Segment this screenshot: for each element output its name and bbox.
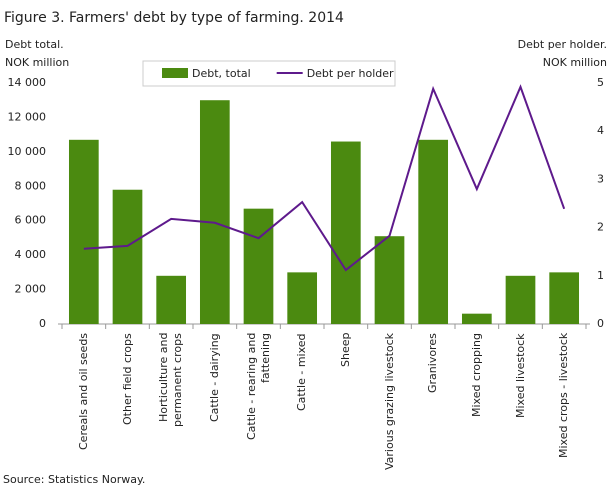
y-tick-label: 0 — [39, 317, 46, 330]
y-axis-label: NOK million — [5, 56, 69, 69]
y2-axis-label: Debt per holder. — [518, 38, 607, 51]
y-tick-label: 4 000 — [15, 248, 47, 261]
bar — [68, 139, 99, 324]
y2-tick-label: 3 — [597, 172, 604, 185]
y-tick-label: 10 000 — [8, 145, 47, 158]
x-tick-label: Other field crops — [120, 333, 134, 425]
y-tick-label: 14 000 — [8, 76, 47, 89]
x-tick-label: Mixed livestock — [513, 333, 527, 418]
x-tick-label: Horticulture and permanent crops — [157, 333, 185, 427]
y-tick-label: 2 000 — [15, 283, 47, 296]
x-tick-label: Cattle - dairying — [207, 333, 221, 422]
y2-tick-label: 0 — [597, 317, 604, 330]
x-tick-label: Various grazing livestock — [382, 333, 396, 471]
y-tick-label: 6 000 — [15, 214, 47, 227]
legend-label: Debt per holder — [307, 67, 394, 80]
bar — [287, 272, 318, 324]
bar — [461, 313, 492, 324]
x-tick-label: Granivores — [426, 333, 440, 393]
x-tick-label: Cattle - rearing and fattening — [244, 333, 272, 441]
x-tick-label: Mixed cropping — [469, 333, 483, 417]
line — [83, 84, 566, 272]
x-tick-label: Cattle - mixed — [295, 333, 309, 411]
x-tick-label: Sheep — [338, 333, 352, 368]
y2-tick-label: 4 — [597, 124, 604, 137]
y-tick-label: 12 000 — [8, 110, 47, 123]
bar — [156, 275, 187, 324]
bar — [374, 236, 405, 324]
y2-tick-label: 1 — [597, 269, 604, 282]
legend-label: Debt, total — [192, 67, 251, 80]
bar — [418, 139, 449, 324]
bar — [330, 141, 361, 324]
y-axis-label: Debt total. — [5, 38, 64, 51]
bar — [112, 189, 143, 324]
bar — [199, 100, 230, 324]
source: Source: Statistics Norway. — [3, 473, 145, 486]
y2-tick-label: 2 — [597, 221, 604, 234]
y2-axis-label: NOK million — [543, 56, 607, 69]
x-tick-label: Cereals and oil seeds — [76, 333, 90, 451]
y2-tick-label: 5 — [597, 76, 604, 89]
y-tick-label: 8 000 — [15, 179, 47, 192]
chart-title: Figure 3. Farmers' debt by type of farmi… — [4, 10, 344, 26]
bar — [505, 275, 536, 324]
bar — [243, 208, 274, 324]
x-tick-label: Mixed crops - livestock — [557, 333, 571, 459]
bar — [549, 272, 580, 324]
legend-swatch — [162, 68, 188, 78]
